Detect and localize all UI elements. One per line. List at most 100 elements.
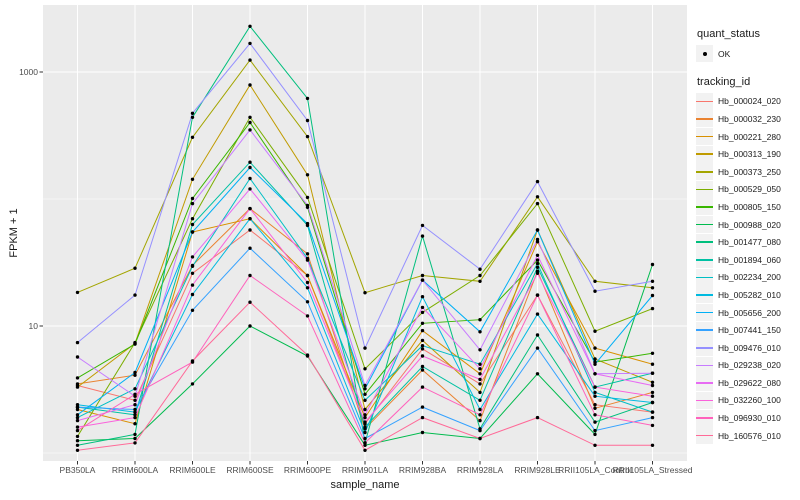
- data-point: [593, 413, 597, 417]
- legend-item-label: Hb_000529_050: [718, 184, 781, 195]
- legend-item-Hb_029238_020: Hb_029238_020: [696, 356, 800, 375]
- data-point: [650, 279, 655, 283]
- data-point: [248, 115, 252, 120]
- legend-item-Hb_009476_010: Hb_009476_010: [696, 339, 800, 357]
- data-point: [650, 415, 655, 420]
- data-point: [190, 382, 195, 386]
- data-point: [190, 292, 195, 297]
- legend-key-box: [696, 321, 713, 339]
- data-point: [75, 290, 80, 295]
- data-point: [478, 413, 482, 417]
- data-point: [305, 280, 310, 285]
- data-point: [535, 346, 540, 350]
- data-point: [75, 428, 80, 433]
- legend-key-box: [696, 216, 713, 234]
- legend-item-label: Hb_000024_020: [718, 96, 781, 107]
- x-tick-label-RRIM600LE: RRIM600LE: [169, 465, 216, 475]
- data-point: [478, 362, 482, 366]
- data-point: [478, 382, 482, 386]
- legend-item-ok: OK: [696, 45, 800, 63]
- data-point: [75, 385, 80, 389]
- data-point: [75, 443, 80, 447]
- legend-key-box: [696, 391, 713, 409]
- legend-key-box: [696, 409, 713, 427]
- data-point: [535, 201, 540, 206]
- x-tick-label-RRII105LA_Stressed: RRII105LA_Stressed: [612, 465, 693, 475]
- series-color-line-icon: [696, 364, 713, 367]
- legend-key-box: [696, 145, 713, 163]
- data-point: [363, 392, 367, 396]
- data-point: [248, 217, 252, 221]
- data-point: [75, 355, 80, 359]
- data-point: [478, 436, 482, 441]
- legend-item-Hb_000529_050: Hb_000529_050: [696, 180, 800, 199]
- data-point: [190, 359, 195, 363]
- data-point: [305, 118, 310, 123]
- data-point: [593, 357, 597, 361]
- data-point: [420, 364, 425, 369]
- x-tick-label-RRIM600SE: RRIM600SE: [226, 465, 274, 475]
- series-color-line-icon: [696, 170, 713, 173]
- data-point: [650, 286, 655, 290]
- data-point: [593, 289, 597, 293]
- data-point: [593, 279, 597, 283]
- data-point: [133, 410, 137, 414]
- legend-key-box: [696, 110, 713, 128]
- data-point: [650, 443, 655, 447]
- x-tick-label-RRIM928BA: RRIM928BA: [398, 465, 447, 475]
- data-point: [650, 371, 655, 375]
- data-point: [535, 271, 540, 275]
- legend-item-Hb_000373_250: Hb_000373_250: [696, 163, 800, 181]
- data-point: [593, 372, 597, 376]
- x-tick-label-RRIM600LA: RRIM600LA: [111, 465, 159, 475]
- data-point: [363, 420, 367, 424]
- y-tick-label-1000: 1000: [19, 67, 38, 77]
- data-point: [305, 273, 310, 278]
- legend-item-Hb_000313_190: Hb_000313_190: [696, 145, 800, 163]
- data-point: [535, 261, 540, 266]
- data-point: [75, 413, 80, 417]
- data-point: [420, 278, 425, 282]
- data-point: [248, 120, 252, 125]
- data-point: [535, 312, 540, 316]
- legend-item-label: Hb_000313_190: [718, 149, 781, 160]
- data-point: [190, 177, 195, 181]
- legend-item-label: Hb_005656_200: [718, 307, 781, 318]
- x-tick-label-RRIM928LA: RRIM928LA: [456, 465, 504, 475]
- data-point: [133, 415, 137, 420]
- data-point: [650, 362, 655, 366]
- legend-item-label: Hb_007441_150: [718, 325, 781, 336]
- legend-item-label: Hb_000988_020: [718, 219, 781, 230]
- data-point: [363, 387, 367, 391]
- data-point: [248, 165, 252, 170]
- data-point: [478, 377, 482, 382]
- data-point: [363, 441, 367, 445]
- data-point: [305, 258, 310, 262]
- series-color-line-icon: [696, 206, 713, 208]
- data-point: [75, 415, 80, 420]
- x-tick-label-RRIM928LE: RRIM928LE: [514, 465, 561, 475]
- legend-item-label: Hb_096930_010: [718, 413, 781, 424]
- series-color-line-icon: [696, 276, 713, 279]
- data-point: [363, 443, 367, 447]
- data-point: [248, 273, 252, 278]
- data-point: [248, 58, 252, 62]
- data-point: [248, 83, 252, 87]
- data-point: [75, 382, 80, 386]
- data-point: [305, 314, 310, 318]
- data-point: [363, 415, 367, 420]
- legend-key-box: [696, 251, 713, 269]
- data-point: [190, 271, 195, 275]
- data-point: [190, 196, 195, 201]
- data-point: [478, 273, 482, 278]
- data-point: [478, 398, 482, 402]
- legend-item-Hb_000024_020: Hb_000024_020: [696, 92, 800, 111]
- data-point: [535, 179, 540, 184]
- legend-item-Hb_000221_280: Hb_000221_280: [696, 128, 800, 146]
- data-point: [420, 305, 425, 310]
- data-point: [535, 415, 540, 420]
- data-point: [363, 425, 367, 429]
- data-point: [478, 318, 482, 322]
- legend-item-label: Hb_009476_010: [718, 342, 781, 353]
- series-color-line-icon: [696, 399, 713, 402]
